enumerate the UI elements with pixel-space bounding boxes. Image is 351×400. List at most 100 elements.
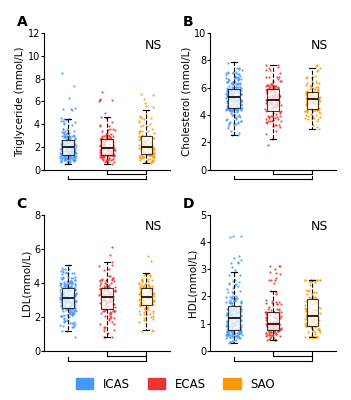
Point xyxy=(308,106,314,113)
Point xyxy=(238,306,244,312)
Point xyxy=(67,310,73,317)
Point xyxy=(277,93,283,100)
Point xyxy=(236,334,241,340)
Point xyxy=(226,299,231,305)
Point xyxy=(144,288,150,295)
Point xyxy=(311,302,316,308)
Point xyxy=(310,310,315,317)
Point xyxy=(58,159,64,166)
Point xyxy=(67,306,73,312)
Point xyxy=(236,64,241,71)
Point xyxy=(230,295,235,301)
Point xyxy=(69,285,75,291)
Y-axis label: Cholesterol (mmol/L): Cholesterol (mmol/L) xyxy=(181,47,191,156)
Legend: ICAS, ECAS, SAO: ICAS, ECAS, SAO xyxy=(72,374,279,394)
Point xyxy=(61,120,66,126)
Point xyxy=(58,295,64,302)
Point xyxy=(309,93,314,100)
Point xyxy=(238,106,244,113)
Point xyxy=(305,329,311,335)
Point xyxy=(110,133,116,139)
Point xyxy=(236,333,241,340)
Point xyxy=(226,106,231,112)
Point xyxy=(232,86,237,92)
Point xyxy=(273,330,279,337)
Point xyxy=(59,306,64,312)
Point xyxy=(107,288,112,295)
Point xyxy=(71,141,76,147)
Point xyxy=(232,255,237,261)
Point xyxy=(60,292,65,298)
Point xyxy=(266,320,272,326)
Point xyxy=(233,70,239,76)
Point xyxy=(236,279,241,285)
Point xyxy=(103,301,108,307)
Point xyxy=(97,146,103,153)
Point xyxy=(303,92,309,98)
Point xyxy=(140,284,146,290)
Point xyxy=(227,104,233,110)
Point xyxy=(68,294,74,300)
Point xyxy=(64,298,70,305)
Point xyxy=(111,153,117,160)
Point xyxy=(70,320,75,326)
Point xyxy=(68,148,74,154)
Point xyxy=(58,268,64,274)
Point xyxy=(265,318,271,325)
Point xyxy=(140,282,146,289)
Point xyxy=(305,322,310,328)
Point xyxy=(64,152,69,158)
Point xyxy=(269,298,275,304)
Point xyxy=(69,122,74,128)
Point xyxy=(107,315,113,321)
Point xyxy=(59,150,65,156)
Point xyxy=(99,154,104,160)
Point xyxy=(66,148,72,155)
Point xyxy=(308,316,314,322)
Point xyxy=(111,308,117,314)
Point xyxy=(230,105,236,112)
Point xyxy=(64,298,69,304)
Point xyxy=(72,118,77,125)
Point xyxy=(307,98,312,104)
Point xyxy=(275,76,280,82)
Point xyxy=(268,89,273,95)
Point xyxy=(314,80,320,87)
Point xyxy=(267,99,273,106)
Point xyxy=(147,140,153,146)
Point xyxy=(137,157,143,163)
Point xyxy=(229,298,234,305)
Point xyxy=(316,87,321,94)
Point xyxy=(103,292,109,298)
Point xyxy=(64,298,69,304)
Point xyxy=(68,147,73,153)
Point xyxy=(277,70,283,76)
Point xyxy=(69,298,75,304)
Point xyxy=(275,328,280,334)
Point xyxy=(62,266,67,272)
Point xyxy=(273,101,278,108)
Point xyxy=(67,148,73,154)
Point xyxy=(66,266,72,272)
Point xyxy=(226,306,231,312)
Point xyxy=(316,84,321,90)
Point xyxy=(230,302,235,308)
Point xyxy=(102,152,108,158)
Point xyxy=(230,98,236,105)
Point xyxy=(62,152,68,159)
Point xyxy=(60,293,66,299)
Point xyxy=(307,86,313,92)
Point xyxy=(146,301,152,307)
Point xyxy=(270,83,275,90)
Point xyxy=(235,113,240,119)
Point xyxy=(273,314,278,320)
Point xyxy=(65,140,71,146)
Point xyxy=(71,301,76,308)
Point xyxy=(224,85,230,92)
Point xyxy=(61,142,67,148)
Point xyxy=(58,289,64,296)
Point xyxy=(103,158,108,164)
Point xyxy=(225,100,230,106)
Point xyxy=(72,153,78,159)
Point xyxy=(225,97,231,104)
